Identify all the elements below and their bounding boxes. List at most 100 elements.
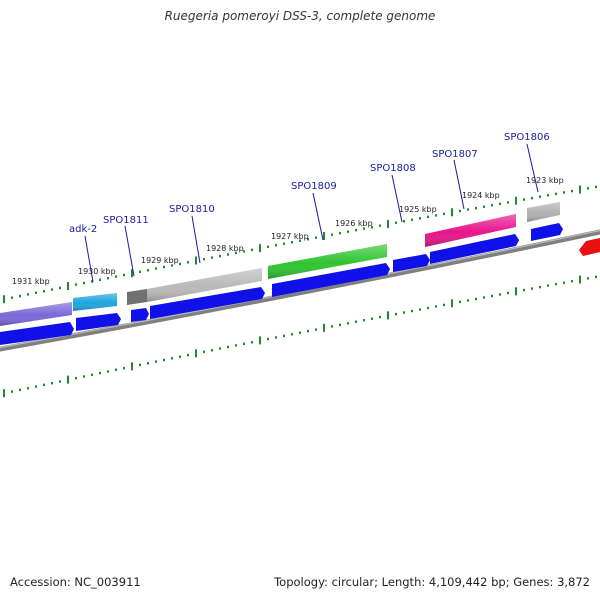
gene-label-spo1808[interactable]: SPO1808	[370, 163, 416, 174]
minor-tick	[299, 331, 301, 334]
minor-tick	[307, 329, 309, 333]
minor-tick	[35, 291, 37, 294]
cds-arrow[interactable]	[393, 254, 430, 272]
minor-tick	[339, 323, 341, 327]
cds-arrow[interactable]	[0, 322, 74, 345]
gene-label-spo1807[interactable]: SPO1807	[432, 149, 478, 160]
minor-tick	[283, 334, 285, 338]
minor-tick	[291, 333, 293, 336]
minor-tick	[59, 286, 61, 290]
minor-tick	[467, 208, 469, 211]
minor-tick	[555, 192, 557, 196]
gene-feature[interactable]	[579, 238, 600, 256]
minor-tick	[27, 293, 29, 296]
cds-arrow[interactable]	[76, 313, 121, 331]
minor-tick	[315, 328, 317, 331]
minor-tick	[83, 375, 85, 378]
minor-tick	[355, 320, 357, 323]
minor-tick	[43, 383, 45, 387]
minor-tick	[363, 319, 365, 322]
minor-tick	[459, 300, 461, 304]
minor-tick	[147, 362, 149, 365]
gene-label-spo1806[interactable]: SPO1806	[504, 132, 550, 143]
minor-tick	[227, 253, 229, 256]
minor-tick	[499, 202, 501, 206]
minor-tick	[43, 289, 45, 293]
major-tick	[323, 323, 325, 332]
major-tick	[67, 282, 69, 291]
major-tick	[131, 269, 133, 278]
minor-tick	[211, 349, 213, 352]
minor-tick	[315, 236, 317, 239]
minor-tick	[475, 297, 477, 301]
minor-tick	[51, 381, 53, 385]
minor-tick	[267, 337, 269, 341]
kbp-label: 1923 kbp	[526, 176, 564, 185]
accession-text: Accession: NC_003911	[10, 575, 141, 589]
gene-leader-line	[191, 215, 201, 264]
gene-label-adk-2[interactable]: adk-2	[69, 224, 97, 235]
major-tick	[131, 362, 133, 371]
minor-tick	[115, 368, 117, 372]
minor-tick	[19, 388, 21, 392]
minor-tick	[251, 341, 253, 344]
major-tick	[579, 275, 581, 284]
minor-tick	[235, 344, 237, 347]
minor-tick	[371, 225, 373, 229]
gene-label-spo1811[interactable]: SPO1811	[103, 215, 149, 226]
cds-arrow[interactable]	[150, 287, 265, 319]
gene-feature-spo1811[interactable]	[127, 289, 147, 305]
minor-tick	[403, 220, 405, 223]
kbp-label: 1931 kbp	[12, 277, 50, 286]
minor-tick	[539, 285, 541, 289]
minor-tick	[507, 291, 509, 295]
lower-tick-track	[3, 275, 597, 398]
major-tick	[195, 349, 197, 358]
kbp-label: 1930 kbp	[78, 267, 116, 276]
minor-tick	[395, 312, 397, 316]
minor-tick	[331, 233, 333, 236]
minor-tick	[379, 315, 381, 319]
minor-tick	[435, 305, 437, 308]
minor-tick	[171, 357, 173, 360]
minor-tick	[203, 350, 205, 354]
genome-title: Ruegeria pomeroyi DSS-3, complete genome	[164, 9, 436, 23]
minor-tick	[27, 387, 29, 390]
gene-label-spo1809[interactable]: SPO1809	[291, 181, 337, 192]
cds-arrow[interactable]	[531, 223, 563, 241]
minor-tick	[491, 204, 493, 207]
major-tick	[323, 231, 325, 240]
kbp-label: 1928 kbp	[206, 244, 244, 253]
cds-arrow[interactable]	[131, 308, 149, 322]
minor-tick	[99, 371, 101, 375]
gene-label-spo1810[interactable]: SPO1810	[169, 204, 215, 215]
minor-tick	[531, 196, 533, 200]
minor-tick	[355, 228, 357, 232]
major-tick	[515, 196, 517, 205]
major-tick	[451, 208, 453, 217]
minor-tick	[187, 353, 189, 357]
minor-tick	[371, 317, 373, 320]
cds-arrow[interactable]	[272, 263, 390, 297]
minor-tick	[427, 306, 429, 310]
minor-tick	[115, 275, 117, 278]
gene-leader-line	[526, 143, 539, 193]
minor-tick	[275, 244, 277, 247]
minor-tick	[587, 187, 589, 190]
minor-tick	[243, 250, 245, 253]
genome-backbone	[0, 229, 600, 352]
gene-leader-line	[124, 225, 135, 277]
minor-tick	[107, 370, 109, 373]
minor-tick	[491, 294, 493, 298]
minor-tick	[227, 345, 229, 349]
minor-tick	[275, 336, 277, 339]
minor-tick	[523, 288, 525, 292]
minor-tick	[187, 261, 189, 264]
cds-arrow[interactable]	[430, 234, 519, 264]
minor-tick	[219, 347, 221, 350]
minor-tick	[179, 355, 181, 358]
minor-tick	[99, 278, 101, 282]
minor-tick	[299, 239, 301, 242]
minor-tick	[283, 242, 285, 245]
